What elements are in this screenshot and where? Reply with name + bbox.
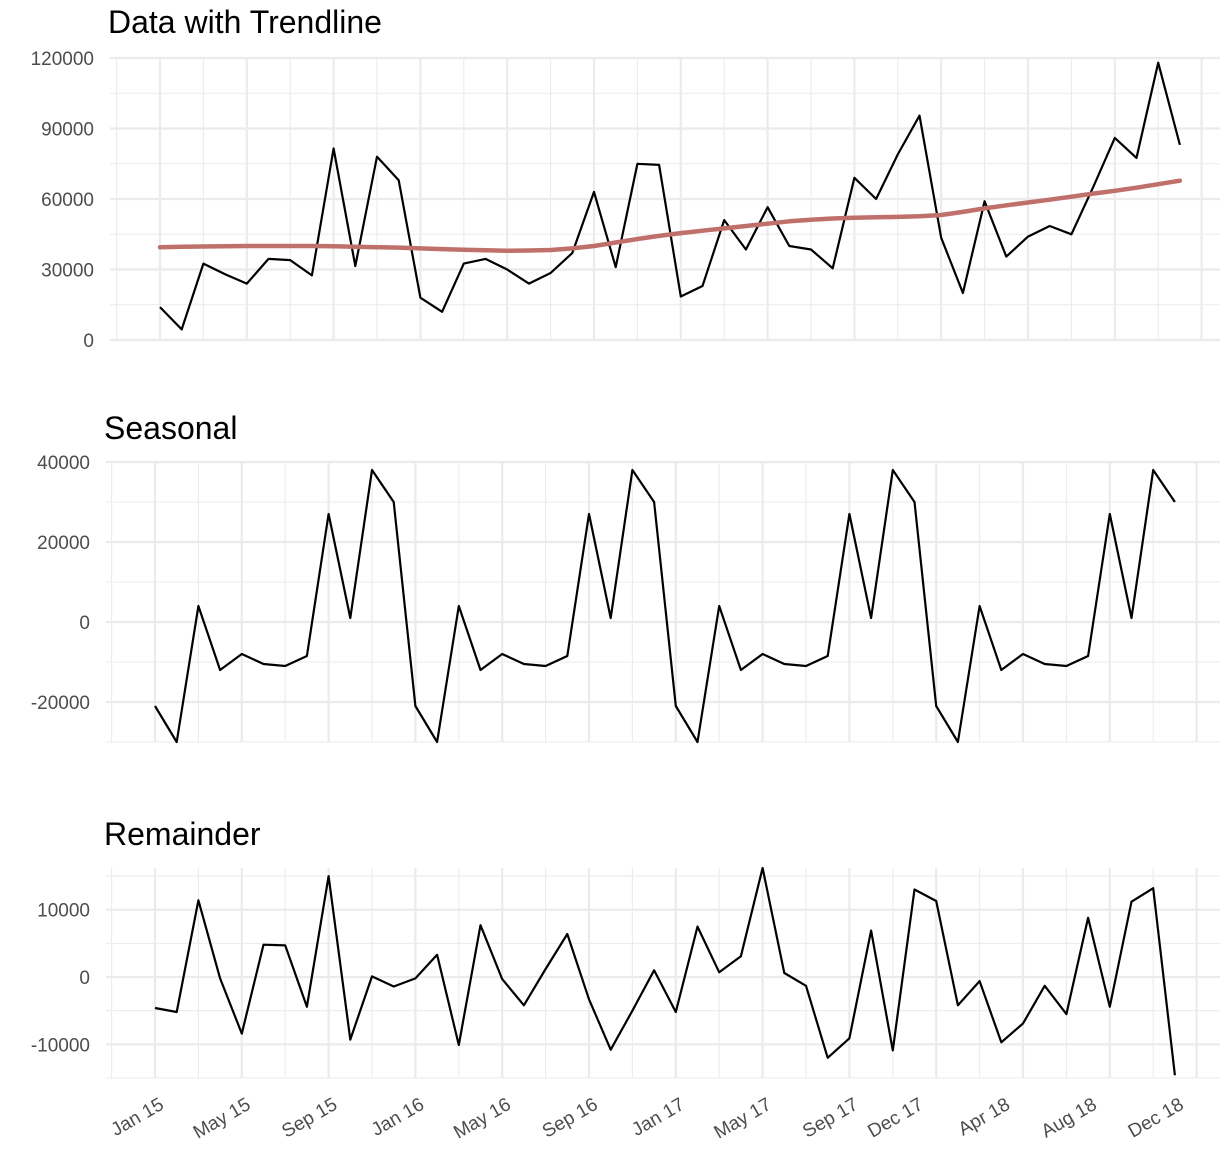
trend-series-line (157, 178, 1183, 253)
panel-title: Seasonal (104, 410, 237, 446)
y-tick-label: 90000 (41, 120, 94, 141)
panel-seasonal: -20000 0 20000 40000 Seasonal (31, 410, 1220, 744)
panel-title: Data with Trendline (108, 4, 382, 40)
x-tick-label: Sep 16 (539, 1094, 602, 1142)
series-line (154, 866, 1176, 1076)
x-tick-label: May 15 (190, 1094, 254, 1143)
x-tick-label: Dec 18 (1125, 1094, 1188, 1142)
y-tick-label: -10000 (31, 1035, 90, 1056)
y-tick-label: 30000 (41, 261, 94, 282)
y-tick-label: 0 (79, 968, 90, 989)
series-line (154, 468, 1176, 744)
y-tick-label: -20000 (31, 693, 90, 714)
x-tick-label: Dec 17 (864, 1094, 927, 1142)
series-line (159, 61, 1181, 331)
x-tick-label: May 17 (711, 1094, 775, 1143)
x-tick-label: Jan 15 (108, 1094, 168, 1141)
x-tick-label: Jan 17 (628, 1094, 688, 1141)
panel-remainder: -10000 0 10000 Remainder Jan 15 May 15 Sep 15 J… (31, 816, 1220, 1143)
panel-title: Remainder (104, 816, 261, 852)
y-tick-label: 120000 (31, 49, 94, 70)
y-tick-label: 40000 (37, 453, 90, 474)
x-tick-label: Apr 18 (955, 1094, 1014, 1140)
y-tick-label: 60000 (41, 190, 94, 211)
y-tick-label: 0 (83, 331, 94, 352)
x-tick-label: Aug 18 (1038, 1094, 1101, 1142)
panel-data-with-trendline: 0 30000 60000 90000 120000 Data with Trendlin… (31, 4, 1220, 352)
x-tick-label: Sep 15 (278, 1094, 341, 1142)
x-tick-label: Sep 17 (799, 1094, 862, 1142)
y-tick-label: 20000 (37, 533, 90, 554)
y-tick-label: 10000 (37, 901, 90, 922)
x-tick-label: May 16 (450, 1094, 514, 1143)
y-tick-label: 0 (79, 613, 90, 634)
x-tick-label: Jan 16 (368, 1094, 428, 1141)
